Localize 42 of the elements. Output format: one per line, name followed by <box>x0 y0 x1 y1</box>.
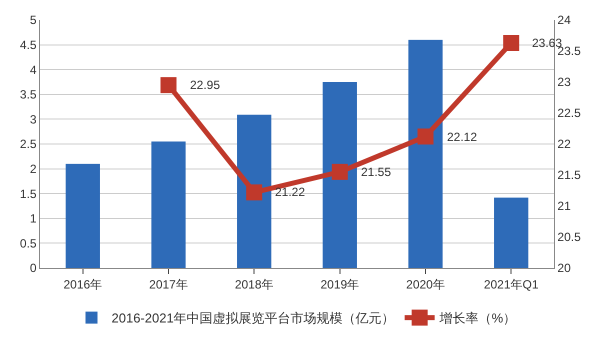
y-tick-label: 4 <box>30 62 37 77</box>
y2-tick-label: 21.5 <box>557 168 582 182</box>
legend-label: 2016-2021年中国虚拟展览平台市场规模（亿元） <box>112 310 395 326</box>
bar <box>322 82 357 268</box>
point <box>418 128 434 145</box>
x-tick-label: 2021年Q1 <box>484 277 539 292</box>
bar <box>66 164 100 268</box>
y-tick-label: 3 <box>30 112 37 126</box>
y2-tick-label: 21 <box>557 199 572 214</box>
bar <box>151 142 186 268</box>
y2-tick-label: 22.5 <box>557 106 582 120</box>
data-label: 21.22 <box>275 185 306 199</box>
point <box>160 77 176 94</box>
data-label: 22.95 <box>190 78 220 92</box>
y2-tick-label: 20 <box>557 261 572 276</box>
y-tick-label: 0 <box>30 261 37 276</box>
y-tick-label: 1 <box>30 212 37 226</box>
data-label: 21.55 <box>361 165 392 179</box>
y-tick-label: 3.5 <box>20 88 37 102</box>
y2-tick-label: 22 <box>557 137 572 152</box>
y-tick-label: 5 <box>30 13 37 28</box>
y2-tick-label: 23 <box>557 75 572 90</box>
point <box>332 164 348 180</box>
point <box>503 34 520 51</box>
y-tick-label: 0.5 <box>20 236 37 250</box>
y-tick-label: 2 <box>30 162 37 176</box>
x-tick-label: 2020年 <box>406 277 445 292</box>
y-tick-label: 2.5 <box>20 137 37 152</box>
x-tick-label: 2019年 <box>320 277 360 292</box>
bar <box>237 114 272 268</box>
y-tick-label: 4.5 <box>20 38 37 52</box>
x-tick-label: 2016年 <box>63 277 102 292</box>
x-tick-label: 2018年 <box>234 277 274 292</box>
y2-tick-label: 24 <box>557 13 572 28</box>
x-tick-label: 2017年 <box>149 277 188 292</box>
bar <box>408 40 443 268</box>
point <box>246 184 262 200</box>
y-tick-label: 1.5 <box>20 186 37 201</box>
data-label: 22.12 <box>447 130 478 144</box>
legend-label: 增长率（%） <box>438 310 516 326</box>
bar <box>494 198 528 268</box>
y2-tick-label: 20.5 <box>557 230 582 244</box>
